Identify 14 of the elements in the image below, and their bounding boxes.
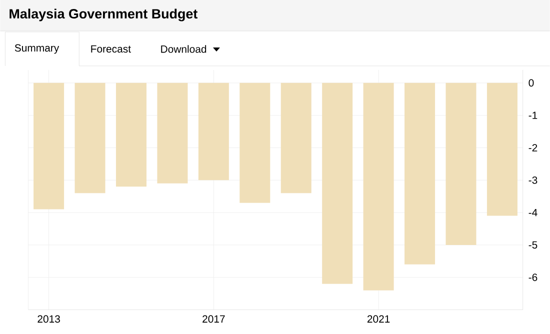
y-tick-label: -6 [528,274,538,282]
text: Forecast [91,45,131,53]
x-tick-label: 2021 [367,315,390,323]
y-tick-label: -4 [528,209,538,216]
x-tick-label: 2013 [38,315,60,323]
y-tick-label: -2 [528,144,538,152]
y-tick-label: -1 [528,112,538,120]
chart-title: Malaysia Government Budget [10,8,198,22]
y-tick-label: 0 [528,79,534,87]
y-tick-label: -3 [528,176,538,184]
text: Download [161,45,206,53]
y-tick-label: -5 [528,241,538,249]
text: Summary [14,44,60,54]
x-tick-label: 2017 [202,315,225,323]
